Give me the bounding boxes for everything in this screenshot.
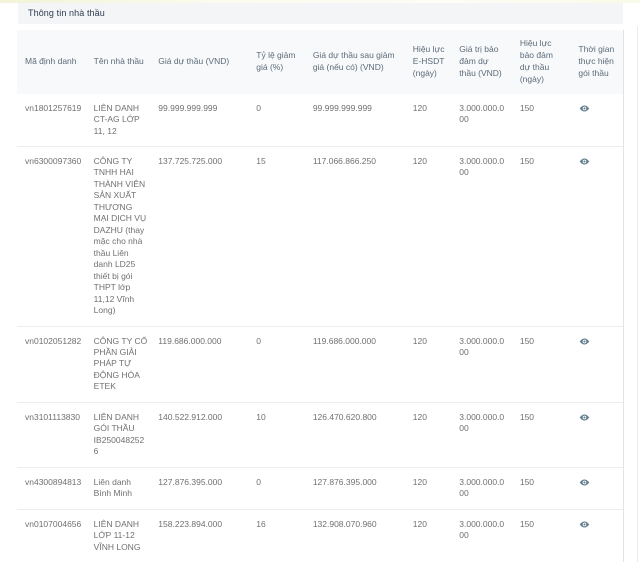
cell-guarantee-validity: 150 <box>511 326 571 403</box>
cell-ehsdt-validity: 120 <box>404 146 452 327</box>
cell-price-after-discount: 117.066.866.250 <box>304 146 405 327</box>
cell-price-after-discount: 127.876.395.000 <box>304 467 405 510</box>
bidder-row: vn0102051282 CÔNG TY CỔ PHẦN GIẢI PHÁP T… <box>17 326 623 403</box>
cell-bid-price: 119.686.000.000 <box>150 326 249 403</box>
cell-guarantee-value: 3.000.000.000 <box>451 402 512 468</box>
col-header-hieu-luc-bao-dam: Hiệu lực bảo đảm dự thầu (ngày) <box>511 30 571 94</box>
cell-guarantee-validity: 150 <box>511 402 571 468</box>
cell-bidder-id: vn1801257619 <box>17 93 86 147</box>
view-details-button[interactable] <box>579 477 590 488</box>
eye-icon <box>580 158 590 165</box>
cell-bidder-name: CÔNG TY CỔ PHẦN GIẢI PHÁP TỰ ĐỘNG HÓA ET… <box>85 326 151 403</box>
eye-icon <box>580 338 590 345</box>
cell-bidder-id: vn0102051282 <box>17 326 86 403</box>
cell-bidder-name: LIÊN DANH GÓI THẦU IB2500482526 <box>85 402 151 468</box>
cell-price-after-discount: 132.908.070.960 <box>304 509 405 562</box>
bidder-row: vn3101113830 LIÊN DANH GÓI THẦU IB250048… <box>17 402 623 468</box>
cell-discount-pct: 0 <box>248 326 305 403</box>
col-header-thoi-gian-thuc-hien: Thời gian thực hiện gói thầu <box>570 30 623 94</box>
cell-bidder-id: vn4300894813 <box>17 467 86 510</box>
cell-price-after-discount: 99.999.999.999 <box>304 93 405 147</box>
col-header-gia-tri-bao-dam: Giá trị bảo đảm dự thầu (VND) <box>451 30 512 94</box>
cell-guarantee-value: 3.000.000.000 <box>451 467 512 510</box>
col-header-hieu-luc-ehsdt: Hiệu lực E-HSDT (ngày) <box>404 30 452 94</box>
cell-discount-pct: 16 <box>248 509 305 562</box>
cell-guarantee-validity: 150 <box>511 93 571 147</box>
section-tab-bar: Thông tin nhà thầu <box>18 2 623 24</box>
col-header-ma-dinh-danh: Mã định danh <box>17 30 86 94</box>
bidder-table-header: Mã định danh Tên nhà thầu Giá dự thầu (V… <box>17 30 623 94</box>
bidder-row: vn1801257619 LIÊN DANH CT-AG LỚP 11, 12 … <box>17 93 623 147</box>
cell-guarantee-validity: 150 <box>511 146 571 327</box>
cell-bidder-name: LIÊN DANH LỚP 11-12 VĨNH LONG <box>85 509 151 562</box>
eye-icon <box>580 105 590 112</box>
cell-bid-price: 158.223.894.000 <box>150 509 249 562</box>
cell-bid-price: 127.876.395.000 <box>150 467 249 510</box>
eye-icon <box>580 521 590 528</box>
cell-bidder-id: vn6300097360 <box>17 146 86 327</box>
bidder-row: vn0107004656 LIÊN DANH LỚP 11-12 VĨNH LO… <box>17 509 623 562</box>
cell-bidder-id: vn3101113830 <box>17 402 86 468</box>
cell-actions <box>570 146 623 327</box>
cell-bidder-name: Liên danh Bình Minh <box>85 467 151 510</box>
cell-actions <box>570 402 623 468</box>
bidder-row: vn4300894813 Liên danh Bình Minh 127.876… <box>17 467 623 510</box>
cell-guarantee-validity: 150 <box>511 509 571 562</box>
view-details-button[interactable] <box>579 156 590 167</box>
cell-bidder-id: vn0107004656 <box>17 509 86 562</box>
cell-discount-pct: 15 <box>248 146 305 327</box>
cell-bidder-name: CÔNG TY TNHH HAI THÀNH VIÊN SẢN XUẤT THƯ… <box>85 146 151 327</box>
col-header-gia-sau-giam-gia: Giá dự thầu sau giảm giá (nếu có) (VND) <box>304 30 405 94</box>
view-details-button[interactable] <box>579 103 590 114</box>
cell-guarantee-value: 3.000.000.000 <box>451 326 512 403</box>
cell-actions <box>570 467 623 510</box>
view-details-button[interactable] <box>579 412 590 423</box>
bidder-table-body: vn1801257619 LIÊN DANH CT-AG LỚP 11, 12 … <box>17 93 623 562</box>
cell-guarantee-value: 3.000.000.000 <box>451 509 512 562</box>
cell-ehsdt-validity: 120 <box>404 467 452 510</box>
cell-discount-pct: 10 <box>248 402 305 468</box>
cell-bid-price: 140.522.912.000 <box>150 402 249 468</box>
cell-actions <box>570 326 623 403</box>
top-edge-tint <box>0 0 640 3</box>
bidder-table: Mã định danh Tên nhà thầu Giá dự thầu (V… <box>17 30 623 562</box>
cell-price-after-discount: 119.686.000.000 <box>304 326 405 403</box>
cell-actions <box>570 509 623 562</box>
col-header-gia-du-thau: Giá dự thầu (VND) <box>150 30 249 94</box>
cell-guarantee-value: 3.000.000.000 <box>451 93 512 147</box>
cell-bid-price: 137.725.725.000 <box>150 146 249 327</box>
eye-icon <box>580 479 590 486</box>
cell-guarantee-validity: 150 <box>511 467 571 510</box>
cell-price-after-discount: 126.470.620.800 <box>304 402 405 468</box>
cell-discount-pct: 0 <box>248 93 305 147</box>
cell-actions <box>570 93 623 147</box>
tab-thong-tin-nha-thau[interactable]: Thông tin nhà thầu <box>28 8 105 18</box>
col-header-ten-nha-thau: Tên nhà thầu <box>85 30 151 94</box>
page-right-divider <box>637 26 638 562</box>
bidder-row: vn6300097360 CÔNG TY TNHH HAI THÀNH VIÊN… <box>17 146 623 327</box>
eye-icon <box>580 414 590 421</box>
view-details-button[interactable] <box>579 519 590 530</box>
cell-guarantee-value: 3.000.000.000 <box>451 146 512 327</box>
col-header-ty-le-giam-gia: Tỷ lệ giảm giá (%) <box>248 30 305 94</box>
cell-bidder-name: LIÊN DANH CT-AG LỚP 11, 12 <box>85 93 151 147</box>
cell-discount-pct: 0 <box>248 467 305 510</box>
cell-bid-price: 99.999.999.999 <box>150 93 249 147</box>
cell-ehsdt-validity: 120 <box>404 93 452 147</box>
cell-ehsdt-validity: 120 <box>404 326 452 403</box>
cell-ehsdt-validity: 120 <box>404 509 452 562</box>
view-details-button[interactable] <box>579 336 590 347</box>
bidder-table-container: Mã định danh Tên nhà thầu Giá dự thầu (V… <box>17 30 624 562</box>
cell-ehsdt-validity: 120 <box>404 402 452 468</box>
